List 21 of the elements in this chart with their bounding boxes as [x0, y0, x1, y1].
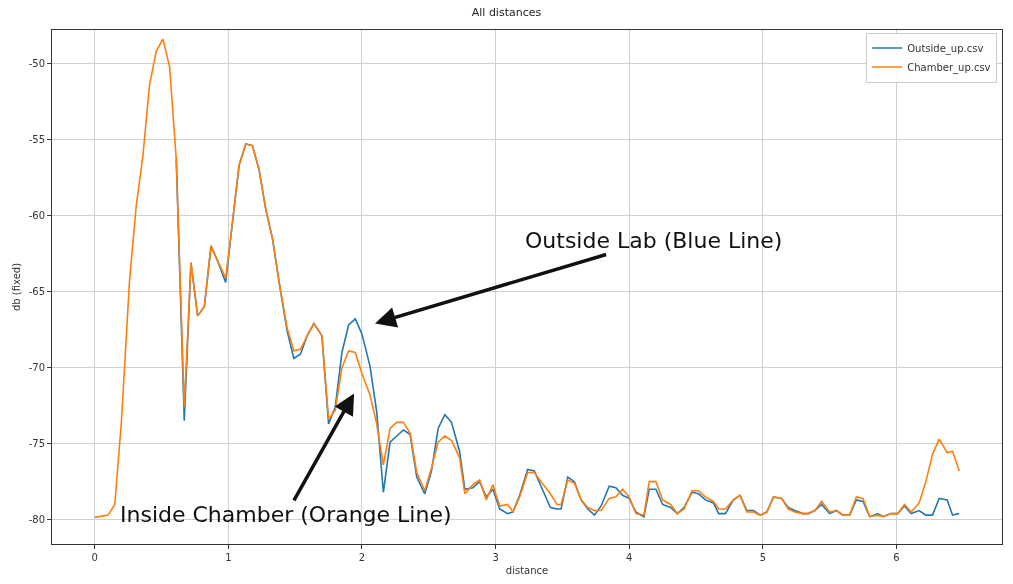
annotation: Outside Lab (Blue Line)	[525, 228, 783, 253]
annotation: Inside Chamber (Orange Line)	[120, 502, 452, 527]
y-tick-label: -80	[28, 514, 45, 526]
x-axis-title: distance	[505, 564, 549, 576]
y-axis-title: db (fixed)	[10, 262, 22, 312]
y-tick-label: -55	[28, 133, 45, 145]
chart-title: All distances	[471, 6, 542, 20]
y-tick-label: -60	[28, 210, 45, 222]
x-tick-label: 5	[759, 552, 767, 563]
y-tick-label: -65	[28, 286, 45, 298]
x-tick-label: 6	[893, 552, 900, 563]
y-tick-label: -70	[28, 362, 45, 374]
x-tick-label: 0	[91, 552, 98, 563]
x-tick-label: 4	[626, 552, 633, 563]
x-tick-label: 3	[492, 552, 499, 563]
legend-label: Chamber_up.csv	[907, 61, 991, 74]
x-tick-label: 1	[225, 552, 232, 563]
x-tick-label: 2	[358, 552, 366, 563]
y-tick-label: -75	[28, 438, 45, 450]
y-tick-label: -50	[28, 57, 45, 69]
legend-label: Outside_up.csv	[907, 42, 984, 55]
